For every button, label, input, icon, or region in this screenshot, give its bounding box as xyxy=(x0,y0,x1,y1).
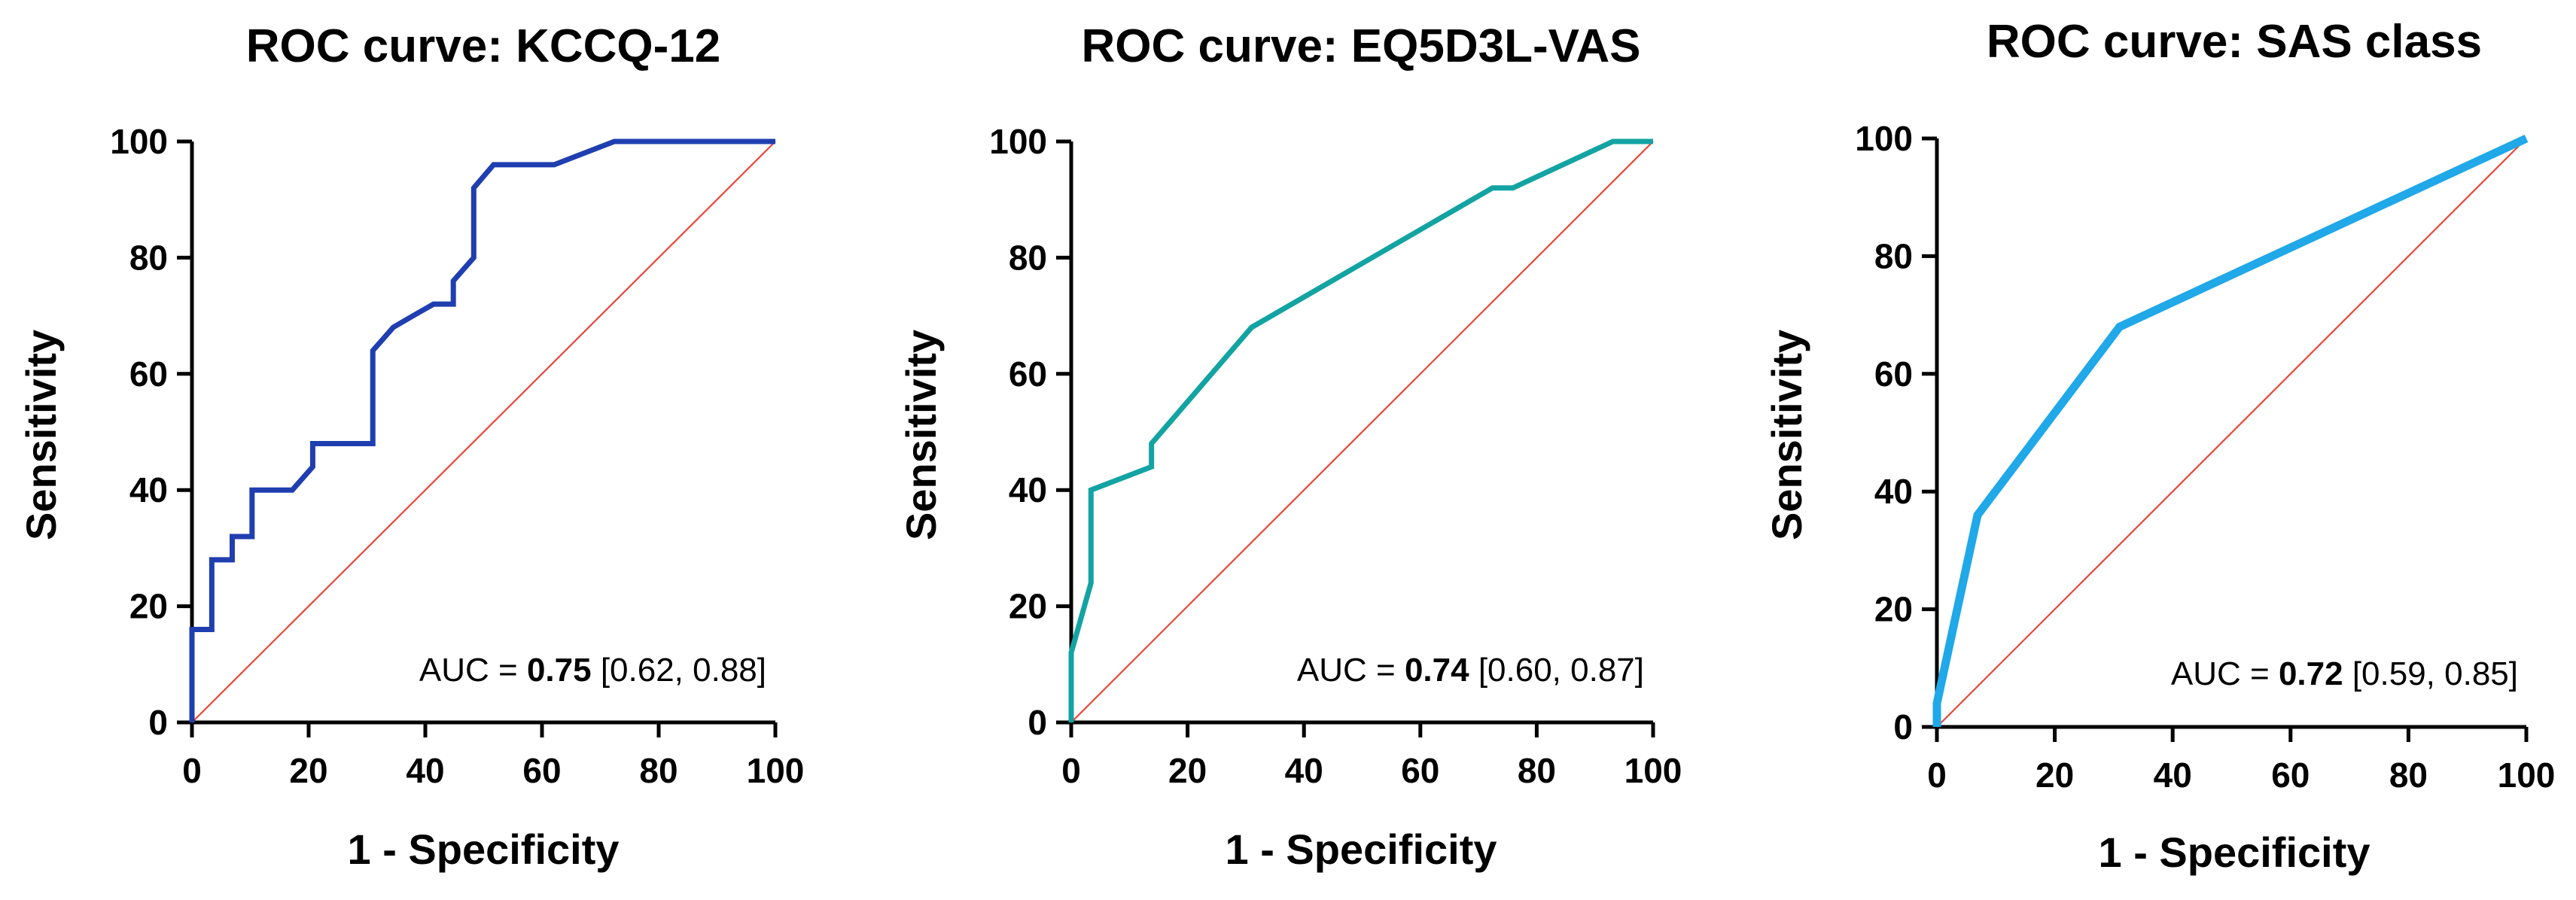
plot-area: 0 20 40 60 80 100 0 20 40 60 80 100 xyxy=(989,122,1682,790)
x-tick-label: 20 xyxy=(2036,756,2074,795)
x-tick-label: 80 xyxy=(1518,751,1556,790)
x-tick-label: 60 xyxy=(1401,751,1439,790)
x-tick-label: 0 xyxy=(182,751,202,790)
roc-panel-kccq12: ROC curve: KCCQ-12 Sensitivity 1 - Speci… xyxy=(17,20,804,873)
y-axis-label: Sensitivity xyxy=(897,330,945,540)
y-tick-label: 100 xyxy=(110,122,168,161)
y-tick-label: 60 xyxy=(1009,354,1047,394)
auc-value: 0.72 xyxy=(2279,655,2343,692)
auc-annotation: AUC = 0.75 [0.62, 0.88] xyxy=(419,652,766,689)
x-tick-label: 100 xyxy=(2498,756,2556,795)
x-axis-label: 1 - Specificity xyxy=(2098,829,2370,876)
y-axis-label: Sensitivity xyxy=(1763,330,1810,540)
auc-ci: [0.62, 0.88] xyxy=(592,652,766,689)
chart-title: ROC curve: EQ5D3L-VAS xyxy=(1081,20,1640,72)
reference-diagonal-line xyxy=(1936,138,2527,728)
plot-area: 0 20 40 60 80 100 0 20 40 60 80 100 xyxy=(110,122,804,790)
auc-annotation: AUC = 0.72 [0.59, 0.85] xyxy=(2171,655,2518,692)
chart-title: ROC curve: KCCQ-12 xyxy=(246,20,720,72)
y-tick-label: 40 xyxy=(1009,470,1047,509)
y-tick-label: 80 xyxy=(1874,236,1913,275)
x-tick-label: 40 xyxy=(406,751,444,790)
x-axis-label: 1 - Specificity xyxy=(1225,826,1497,873)
x-tick-label: 20 xyxy=(1168,751,1207,790)
x-tick-label: 20 xyxy=(289,751,327,790)
y-tick-label: 20 xyxy=(1009,587,1047,626)
x-tick-label: 100 xyxy=(747,751,805,790)
chart-title: ROC curve: SAS class xyxy=(1987,16,2482,68)
auc-annotation: AUC = 0.74 [0.60, 0.87] xyxy=(1297,652,1644,689)
y-tick-label: 60 xyxy=(129,354,168,394)
x-tick-label: 40 xyxy=(1285,751,1323,790)
x-tick-label: 40 xyxy=(2154,756,2192,795)
roc-panel-sas-class: ROC curve: SAS class Sensitivity 1 - Spe… xyxy=(1763,16,2555,876)
y-tick-label: 20 xyxy=(1874,590,1913,629)
reference-diagonal-line xyxy=(191,141,776,723)
roc-curve-line xyxy=(1068,138,1653,722)
x-axis-label: 1 - Specificity xyxy=(347,826,619,873)
y-tick-label: 60 xyxy=(1874,354,1913,394)
auc-prefix: AUC = xyxy=(1297,652,1405,689)
x-tick-label: 0 xyxy=(1927,756,1947,795)
y-tick-label: 80 xyxy=(1009,238,1047,277)
roc-curve-line xyxy=(1932,135,2529,727)
auc-prefix: AUC = xyxy=(419,652,527,689)
x-tick-label: 80 xyxy=(639,751,677,790)
y-tick-label: 100 xyxy=(989,122,1047,161)
roc-curve-line xyxy=(189,138,775,722)
x-tick-label: 0 xyxy=(1061,751,1081,790)
auc-value: 0.74 xyxy=(1405,652,1469,689)
y-tick-label: 40 xyxy=(129,470,168,509)
y-tick-label: 0 xyxy=(1893,707,1913,746)
roc-panel-eq5d3l-vas: ROC curve: EQ5D3L-VAS Sensitivity 1 - Sp… xyxy=(897,20,1682,873)
y-tick-label: 0 xyxy=(148,703,168,742)
y-axis-label: Sensitivity xyxy=(17,330,65,540)
x-tick-label: 100 xyxy=(1624,751,1682,790)
x-tick-label: 60 xyxy=(522,751,561,790)
auc-prefix: AUC = xyxy=(2171,655,2279,692)
auc-value: 0.75 xyxy=(527,652,592,689)
y-tick-label: 0 xyxy=(1028,703,1047,742)
x-tick-label: 80 xyxy=(2389,756,2428,795)
y-tick-label: 80 xyxy=(129,238,168,277)
reference-diagonal-line xyxy=(1070,141,1654,723)
y-tick-label: 100 xyxy=(1855,119,1913,158)
y-tick-label: 20 xyxy=(129,587,168,626)
auc-ci: [0.60, 0.87] xyxy=(1469,652,1644,689)
auc-ci: [0.59, 0.85] xyxy=(2343,655,2518,692)
y-tick-label: 40 xyxy=(1874,472,1913,511)
plot-area: 0 20 40 60 80 100 0 20 40 60 80 100 xyxy=(1855,119,2555,795)
x-tick-label: 60 xyxy=(2271,756,2310,795)
